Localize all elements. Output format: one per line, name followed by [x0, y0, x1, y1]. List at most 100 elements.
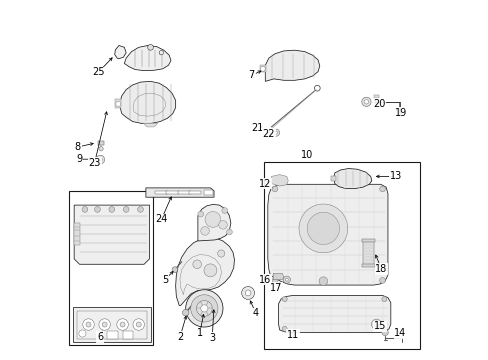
- Circle shape: [203, 264, 217, 277]
- Bar: [264, 162, 419, 348]
- Circle shape: [201, 226, 209, 235]
- Text: 7: 7: [248, 70, 254, 80]
- Polygon shape: [74, 223, 80, 244]
- Circle shape: [381, 297, 386, 302]
- Text: 4: 4: [252, 309, 259, 318]
- Polygon shape: [122, 331, 133, 338]
- Circle shape: [192, 260, 201, 269]
- Text: 13: 13: [389, 171, 401, 181]
- Polygon shape: [333, 168, 371, 189]
- Circle shape: [99, 158, 102, 161]
- Circle shape: [381, 329, 387, 336]
- Bar: [69, 191, 153, 345]
- Circle shape: [196, 301, 212, 316]
- Circle shape: [272, 129, 279, 136]
- Circle shape: [282, 326, 286, 331]
- Polygon shape: [267, 184, 387, 285]
- Polygon shape: [188, 191, 201, 194]
- Circle shape: [381, 326, 386, 331]
- Circle shape: [96, 155, 104, 164]
- Text: 18: 18: [375, 264, 387, 274]
- Circle shape: [82, 319, 94, 330]
- Circle shape: [298, 204, 347, 253]
- Polygon shape: [265, 50, 319, 81]
- Text: 24: 24: [155, 215, 167, 224]
- Text: 14: 14: [393, 328, 406, 338]
- Circle shape: [371, 319, 381, 329]
- Circle shape: [204, 212, 221, 227]
- Polygon shape: [124, 45, 171, 71]
- Text: 12: 12: [259, 179, 271, 189]
- Polygon shape: [74, 205, 149, 264]
- Text: 19: 19: [395, 108, 407, 118]
- Text: 8: 8: [75, 142, 81, 152]
- Polygon shape: [362, 240, 373, 265]
- Circle shape: [379, 278, 385, 283]
- Polygon shape: [273, 273, 284, 280]
- Circle shape: [282, 297, 286, 302]
- Text: 23: 23: [88, 158, 101, 168]
- Circle shape: [217, 250, 224, 257]
- Text: 5: 5: [162, 275, 168, 285]
- Circle shape: [218, 221, 227, 229]
- Text: 20: 20: [372, 99, 385, 109]
- Circle shape: [319, 277, 327, 285]
- Text: 11: 11: [286, 330, 299, 340]
- Circle shape: [79, 330, 86, 337]
- Polygon shape: [271, 175, 287, 186]
- Polygon shape: [107, 331, 118, 338]
- Circle shape: [198, 211, 203, 217]
- Circle shape: [226, 229, 232, 235]
- Circle shape: [185, 290, 223, 327]
- Text: 21: 21: [250, 123, 263, 133]
- Circle shape: [94, 207, 100, 212]
- Circle shape: [99, 319, 110, 330]
- Polygon shape: [178, 191, 190, 194]
- Circle shape: [271, 278, 277, 283]
- Circle shape: [136, 322, 141, 327]
- Circle shape: [274, 131, 277, 134]
- Polygon shape: [330, 176, 335, 181]
- Polygon shape: [198, 204, 230, 241]
- Circle shape: [190, 295, 218, 322]
- Text: 22: 22: [262, 129, 275, 139]
- Circle shape: [86, 322, 91, 327]
- Text: 6: 6: [97, 332, 103, 342]
- Circle shape: [159, 50, 163, 55]
- Text: 3: 3: [209, 333, 215, 343]
- Circle shape: [99, 147, 103, 151]
- Polygon shape: [115, 99, 121, 108]
- Text: 17: 17: [269, 283, 282, 293]
- Circle shape: [201, 305, 207, 312]
- Text: 16: 16: [259, 275, 271, 285]
- Circle shape: [182, 310, 188, 316]
- Polygon shape: [143, 123, 158, 127]
- Polygon shape: [373, 95, 379, 98]
- Polygon shape: [73, 307, 150, 342]
- Polygon shape: [98, 140, 104, 145]
- Polygon shape: [204, 190, 212, 195]
- Polygon shape: [155, 191, 167, 194]
- Circle shape: [133, 319, 144, 330]
- Polygon shape: [120, 81, 175, 123]
- Text: 1: 1: [196, 328, 203, 338]
- Text: 2: 2: [177, 332, 183, 342]
- Polygon shape: [115, 45, 126, 59]
- Circle shape: [120, 322, 125, 327]
- Circle shape: [147, 44, 153, 50]
- Circle shape: [244, 290, 250, 296]
- Circle shape: [364, 100, 368, 104]
- Circle shape: [102, 322, 107, 327]
- Circle shape: [306, 212, 339, 244]
- Circle shape: [241, 287, 254, 300]
- Polygon shape: [175, 237, 234, 306]
- Polygon shape: [278, 296, 390, 332]
- Polygon shape: [145, 188, 214, 197]
- Circle shape: [361, 97, 370, 107]
- Text: 15: 15: [373, 321, 386, 331]
- Circle shape: [222, 208, 227, 213]
- Circle shape: [283, 276, 290, 283]
- Polygon shape: [361, 239, 375, 242]
- Circle shape: [117, 319, 128, 330]
- Circle shape: [109, 207, 115, 212]
